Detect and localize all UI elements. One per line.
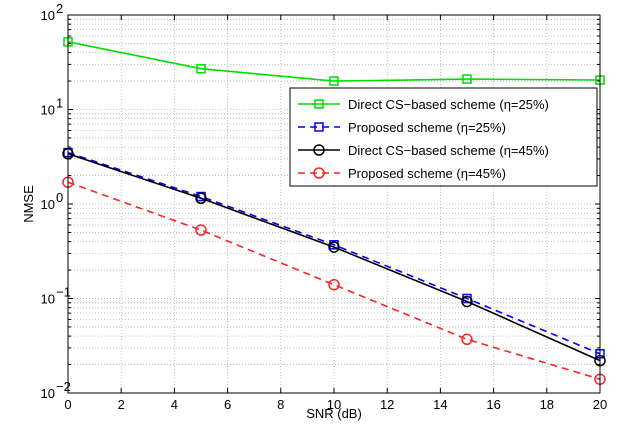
y-axis-label: NMSE [21, 185, 36, 223]
series-line [67, 153, 601, 362]
x-tick-label: 0 [64, 397, 71, 412]
x-tick-label: 12 [380, 397, 394, 412]
x-tick-label: 10 [327, 397, 341, 412]
x-tick-labels: 0 2 4 6 8 10 12 14 16 18 20 [64, 397, 607, 412]
legend-label: Direct CS−based scheme (η=25%) [348, 97, 549, 112]
x-tick-label: 8 [277, 397, 284, 412]
legend-swatch-marker [314, 99, 324, 109]
y-tick-label: 10 [41, 197, 55, 212]
legend-entry-1: Direct CS−based scheme (η=25%) [298, 97, 549, 112]
data-point [196, 63, 206, 74]
legend-box [289, 87, 598, 187]
x-tick-label: 6 [224, 397, 231, 412]
y-tick-exponent: 0 [56, 190, 63, 205]
y-tick-exponent: −1 [56, 285, 71, 300]
data-point [195, 192, 207, 205]
legend-swatch-marker [314, 122, 324, 132]
legend: Direct CS−based scheme (η=25%) Proposed s… [289, 87, 598, 187]
data-point [461, 295, 473, 308]
y-tick-exponent: 1 [56, 96, 63, 111]
data-point [462, 74, 472, 84]
x-tick-label: 18 [540, 397, 554, 412]
y-tick-label: 10 [41, 103, 55, 118]
legend-swatch-marker [313, 167, 325, 179]
data-point [328, 241, 340, 253]
y-tick-label: 10 [41, 292, 55, 307]
data-point [328, 278, 340, 291]
x-tick-label: 16 [486, 397, 500, 412]
data-point [195, 224, 207, 236]
y-tick-label: 10 [41, 386, 55, 401]
x-tick-label: 2 [118, 397, 125, 412]
series-line [67, 151, 601, 355]
x-tick-label: 4 [171, 397, 178, 412]
legend-swatch-marker [313, 144, 325, 156]
legend-entry-3: Direct CS−based scheme (η=45%) [298, 143, 549, 158]
grid-lines [68, 15, 600, 393]
x-tick-label: 14 [433, 397, 447, 412]
y-tick-label: 10 [41, 8, 55, 23]
x-tick-label: 20 [593, 397, 607, 412]
legend-label: Proposed scheme (η=45%) [348, 166, 506, 181]
legend-entry-4: Proposed scheme (η=45%) [298, 166, 506, 181]
series-line [67, 41, 601, 82]
legend-label: Direct CS−based scheme (η=45%) [348, 143, 549, 158]
series-layer [62, 37, 606, 385]
data-point [329, 76, 339, 86]
axis-ticks [67, 15, 601, 393]
y-tick-exponent: −2 [56, 379, 71, 394]
x-axis-label: SNR (dB) [306, 406, 362, 421]
legend-entry-2: Proposed scheme (η=25%) [298, 120, 506, 135]
data-point [461, 333, 473, 346]
legend-label: Proposed scheme (η=25%) [348, 120, 506, 135]
y-tick-exponent: 2 [56, 1, 63, 16]
